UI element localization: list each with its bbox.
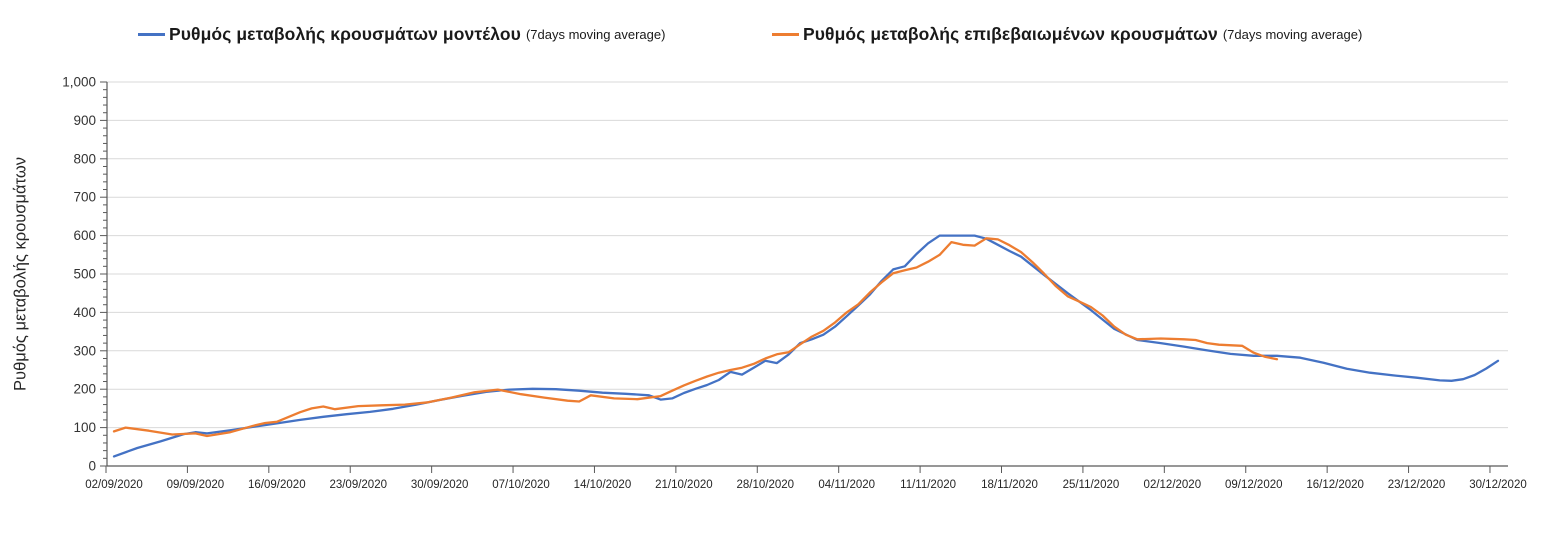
x-tick-label: 23/12/2020 (1388, 479, 1446, 491)
x-tick-label: 28/10/2020 (736, 479, 794, 491)
legend-item-model: Ρυθμός μεταβολής κρουσμάτων μοντέλου (7d… (138, 24, 665, 45)
x-tick-label: 30/09/2020 (411, 479, 469, 491)
y-tick-label: 600 (73, 228, 96, 243)
x-tick-label: 30/12/2020 (1469, 479, 1527, 491)
x-axis-ticks: 02/09/2020 09/09/2020 16/09/2020 23/09/2020… (85, 466, 1527, 491)
x-tick-label: 14/10/2020 (574, 479, 632, 491)
gridlines (107, 81, 1508, 429)
legend-item-confirmed: Ρυθμός μεταβολής επιβεβαιωμένων κρουσμάτ… (772, 24, 1362, 45)
x-tick-label: 23/09/2020 (329, 479, 387, 491)
x-tick-label: 11/11/2020 (900, 479, 956, 491)
legend-label-confirmed: Ρυθμός μεταβολής επιβεβαιωμένων κρουσμάτ… (803, 24, 1218, 44)
y-tick-label: 800 (73, 151, 96, 166)
legend-suffix-model: (7days moving average) (525, 27, 666, 42)
x-tick-label: 04/11/2020 (818, 479, 875, 491)
legend-suffix-confirmed: (7days moving average) (1222, 27, 1363, 42)
x-tick-label: 16/09/2020 (248, 479, 306, 491)
series-line-model (112, 234, 1500, 458)
y-tick-label: 1,000 (62, 75, 96, 90)
legend-label-model: Ρυθμός μεταβολής κρουσμάτων μοντέλου (169, 24, 521, 44)
y-tick-label: 400 (73, 305, 96, 320)
y-tick-label: 200 (73, 382, 96, 397)
x-tick-label: 09/12/2020 (1225, 479, 1283, 491)
legend-line-swatch-confirmed (772, 33, 799, 36)
x-tick-label: 09/09/2020 (167, 479, 225, 491)
x-tick-label: 02/12/2020 (1144, 479, 1202, 491)
x-tick-label: 07/10/2020 (492, 479, 550, 491)
x-tick-label: 21/10/2020 (655, 479, 713, 491)
x-tick-label: 25/11/2020 (1063, 479, 1120, 491)
x-tick-label: 02/09/2020 (85, 479, 143, 491)
x-tick-label: 16/12/2020 (1306, 479, 1364, 491)
y-axis-ticks: 0 100 200 300 400 500 600 700 800 900 1,000 (62, 75, 107, 474)
y-tick-label: 300 (73, 343, 96, 358)
series-line-confirmed (112, 237, 1279, 438)
legend-line-swatch-model (138, 33, 165, 36)
y-tick-label: 100 (73, 420, 96, 435)
y-tick-label: 900 (73, 113, 96, 128)
y-tick-label: 700 (73, 190, 96, 205)
y-tick-label: 0 (88, 459, 96, 474)
x-tick-label: 18/11/2020 (981, 479, 1038, 491)
y-tick-label: 500 (73, 267, 96, 282)
